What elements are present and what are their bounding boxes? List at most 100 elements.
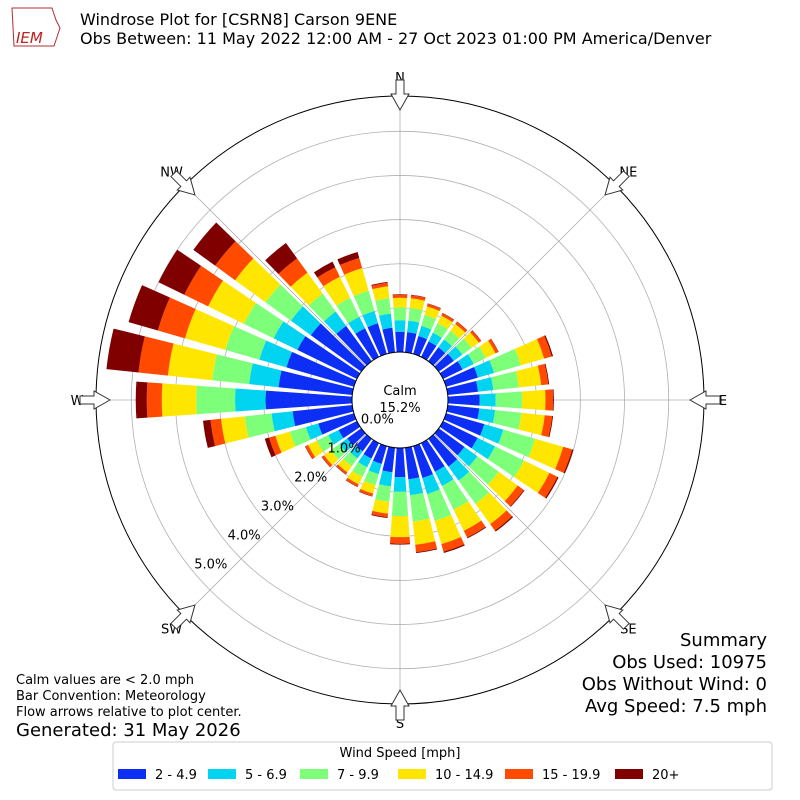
rose-bar [515,365,542,388]
grid-spoke [184,184,367,367]
rose-bar [438,339,453,354]
rose-bar [413,336,428,357]
rose-bar [455,321,468,333]
rose-bar [378,313,393,330]
rose-bar [468,456,499,485]
legend-swatch [398,769,426,779]
flow-arrow [604,604,630,630]
legend: Wind Speed [mph] 2 - 4.9 5 - 6.9 7 - 9.9 10… [112,741,773,791]
rose-bar [305,423,323,440]
rose-bar [408,477,424,496]
rose-bar [338,421,361,439]
rose-bar [479,393,496,407]
rose-bar [328,429,344,445]
rose-bar [208,280,256,324]
rose-bar [457,446,478,467]
grid-spoke [433,433,616,616]
note: Bar Convention: Meteorology [16,689,206,704]
rose-bar [541,415,553,438]
rose-bar [447,394,480,406]
rose-bar [193,222,236,266]
rose-bar [339,438,354,453]
rose-bar [441,479,469,510]
rose-bar [421,314,437,330]
rose-bar [426,489,452,521]
chart-subtitle: Obs Between: 11 May 2022 12:00 AM - 27 O… [80,29,712,48]
rose-bar [477,408,496,424]
rose-bar [448,459,470,481]
rose-bar [363,470,379,486]
rose-bar [494,516,514,532]
rose-bar [441,313,454,323]
legend-swatch [208,769,236,779]
rose-bar [470,330,481,343]
rose-bar [544,363,550,385]
rose-bar [265,390,353,410]
rose-bar [552,389,554,411]
rose-bar [421,439,445,472]
rose-bar [392,294,408,295]
flow-arrow [170,170,196,196]
rose-bar [528,438,564,470]
rose-bar [359,489,374,497]
logo-text: IEM [16,29,43,47]
rose-bar [167,343,217,381]
rose-bar [407,320,420,334]
flow-arrow [170,604,196,630]
rose-bar [330,444,347,460]
rose-bar [249,363,282,388]
calm-value: 15.2% [379,401,420,416]
calm-circle [351,351,449,449]
legend-swatch [300,769,328,779]
rose-bar [355,328,379,361]
rose-bar [317,267,340,287]
rose-bar [359,491,373,497]
r-tick-label: 1.0% [328,442,361,457]
rose-bar [492,410,522,430]
rose-bar [442,312,455,320]
rose-bar [446,381,479,395]
rose-bar [491,371,519,391]
legend-label: 15 - 19.9 [542,768,600,783]
rose-bar [463,520,486,538]
rose-bar [273,321,306,350]
rose-bar [437,315,453,330]
rose-bar [471,330,482,342]
rose-bar [352,462,368,477]
rose-bar [375,484,391,502]
rose-bar [458,471,490,504]
rose-bar [308,440,324,458]
rose-bar [447,346,463,361]
rose-bar [455,338,472,355]
rose-bar [161,383,197,417]
rose-bar [439,421,478,449]
rose-bar [337,458,352,473]
rose-bar [405,446,420,480]
rose-bar [278,258,308,287]
rose-bar [487,471,518,502]
rose-bar [289,426,311,447]
rose-bar [215,241,254,281]
rose-bar [382,446,395,473]
rose-bar [495,391,523,409]
rose-bar [318,413,357,435]
legend-label: 2 - 4.9 [155,768,197,783]
rose-bar [184,265,223,307]
rose-bar [344,268,369,297]
rose-bar [463,332,479,348]
rose-bar [275,431,296,453]
summary-line: Summary [680,630,767,651]
note: Flow arrows relative to plot center. [16,705,242,720]
rose-bar [265,242,298,275]
rose-bar [393,307,407,321]
rose-bar [244,413,275,438]
rose-bar [514,339,545,366]
rose-bar [235,258,281,303]
rose-bar [389,543,411,545]
rose-bar [489,348,521,374]
rose-bar [146,382,163,418]
rose-bar [212,354,253,385]
rose-bar [184,309,234,350]
flow-arrow [390,79,410,112]
r-tick-label: 5.0% [194,557,227,572]
